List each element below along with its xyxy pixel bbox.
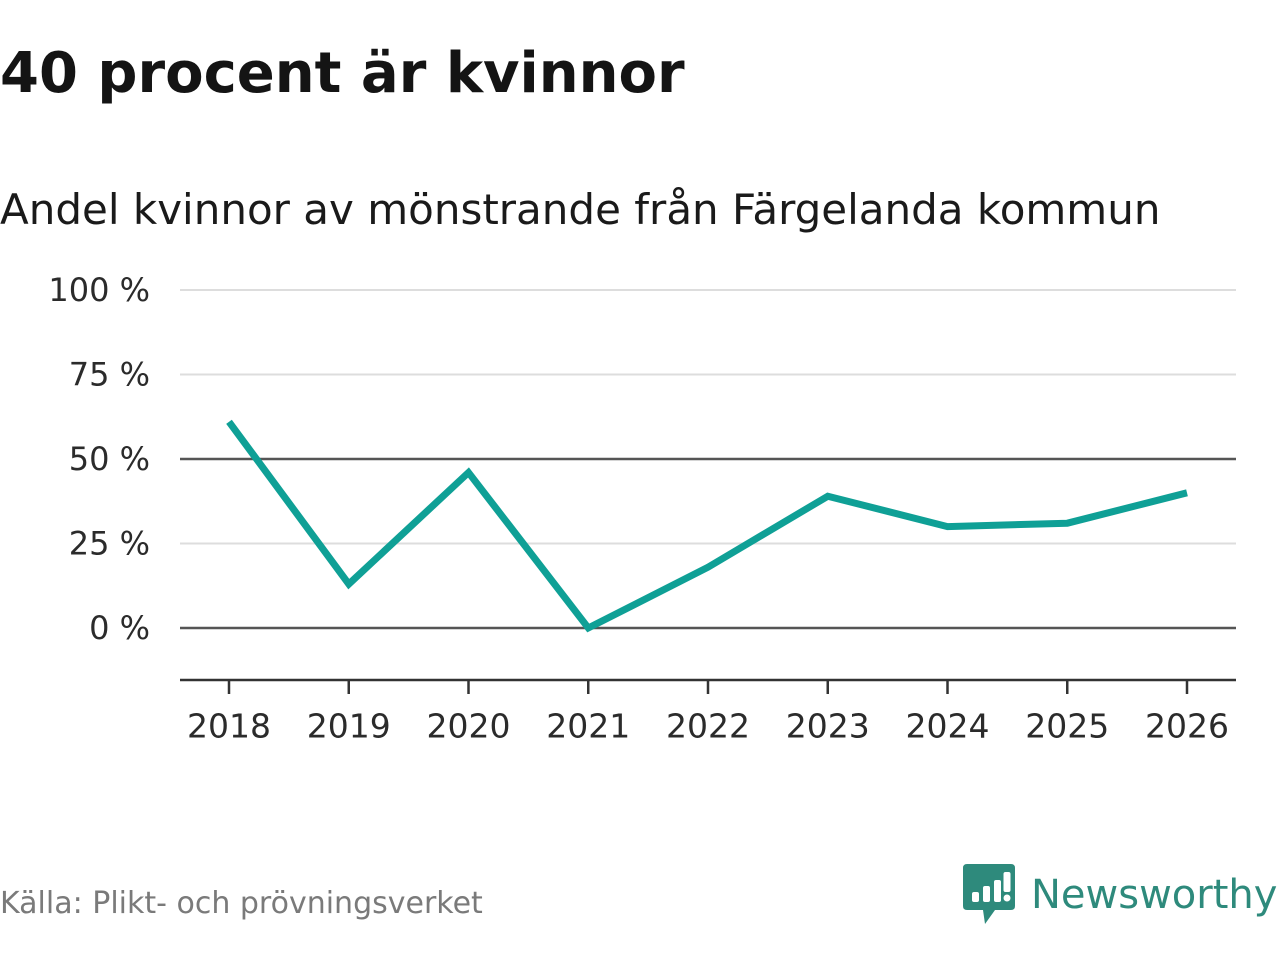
- x-tick-label: 2020: [427, 707, 511, 746]
- brand: Newsworthy: [963, 862, 1277, 928]
- y-tick-label: 100 %: [48, 271, 150, 309]
- chart-subtitle: Andel kvinnor av mönstrande från Färgela…: [0, 185, 1161, 234]
- y-axis-tick-labels: 0 % 25 % 50 % 75 % 100 %: [48, 271, 150, 647]
- x-axis: 2018 2019 2020 2021 2022 2023 2024 2025 2026: [180, 678, 1236, 746]
- x-tick-label: 2018: [187, 707, 271, 746]
- series-layer: [226, 419, 1188, 633]
- y-tick-label: 0 %: [89, 609, 150, 647]
- gridlines: [180, 289, 1236, 630]
- y-tick-label: 75 %: [69, 356, 150, 394]
- brand-name: Newsworthy: [1031, 872, 1278, 918]
- source-note: Källa: Plikt- och prövningsverket: [0, 886, 483, 921]
- x-tick-label: 2024: [906, 707, 990, 746]
- y-tick-label: 25 %: [69, 525, 150, 563]
- x-tick-label: 2021: [546, 707, 630, 746]
- chart-title: 40 procent är kvinnor: [0, 41, 685, 106]
- newsworthy-logo-icon: [963, 864, 1015, 924]
- x-tick-label: 2022: [666, 707, 750, 746]
- line-chart: 0 % 25 % 50 % 75 % 100 % 2018 2019 2020 2021 202…: [48, 271, 1236, 746]
- series-line: [226, 419, 1188, 633]
- x-tick-label: 2025: [1025, 707, 1109, 746]
- x-tick-label: 2023: [786, 707, 870, 746]
- x-tick-label: 2026: [1145, 707, 1229, 746]
- y-tick-label: 50 %: [69, 440, 150, 478]
- x-tick-label: 2019: [307, 707, 391, 746]
